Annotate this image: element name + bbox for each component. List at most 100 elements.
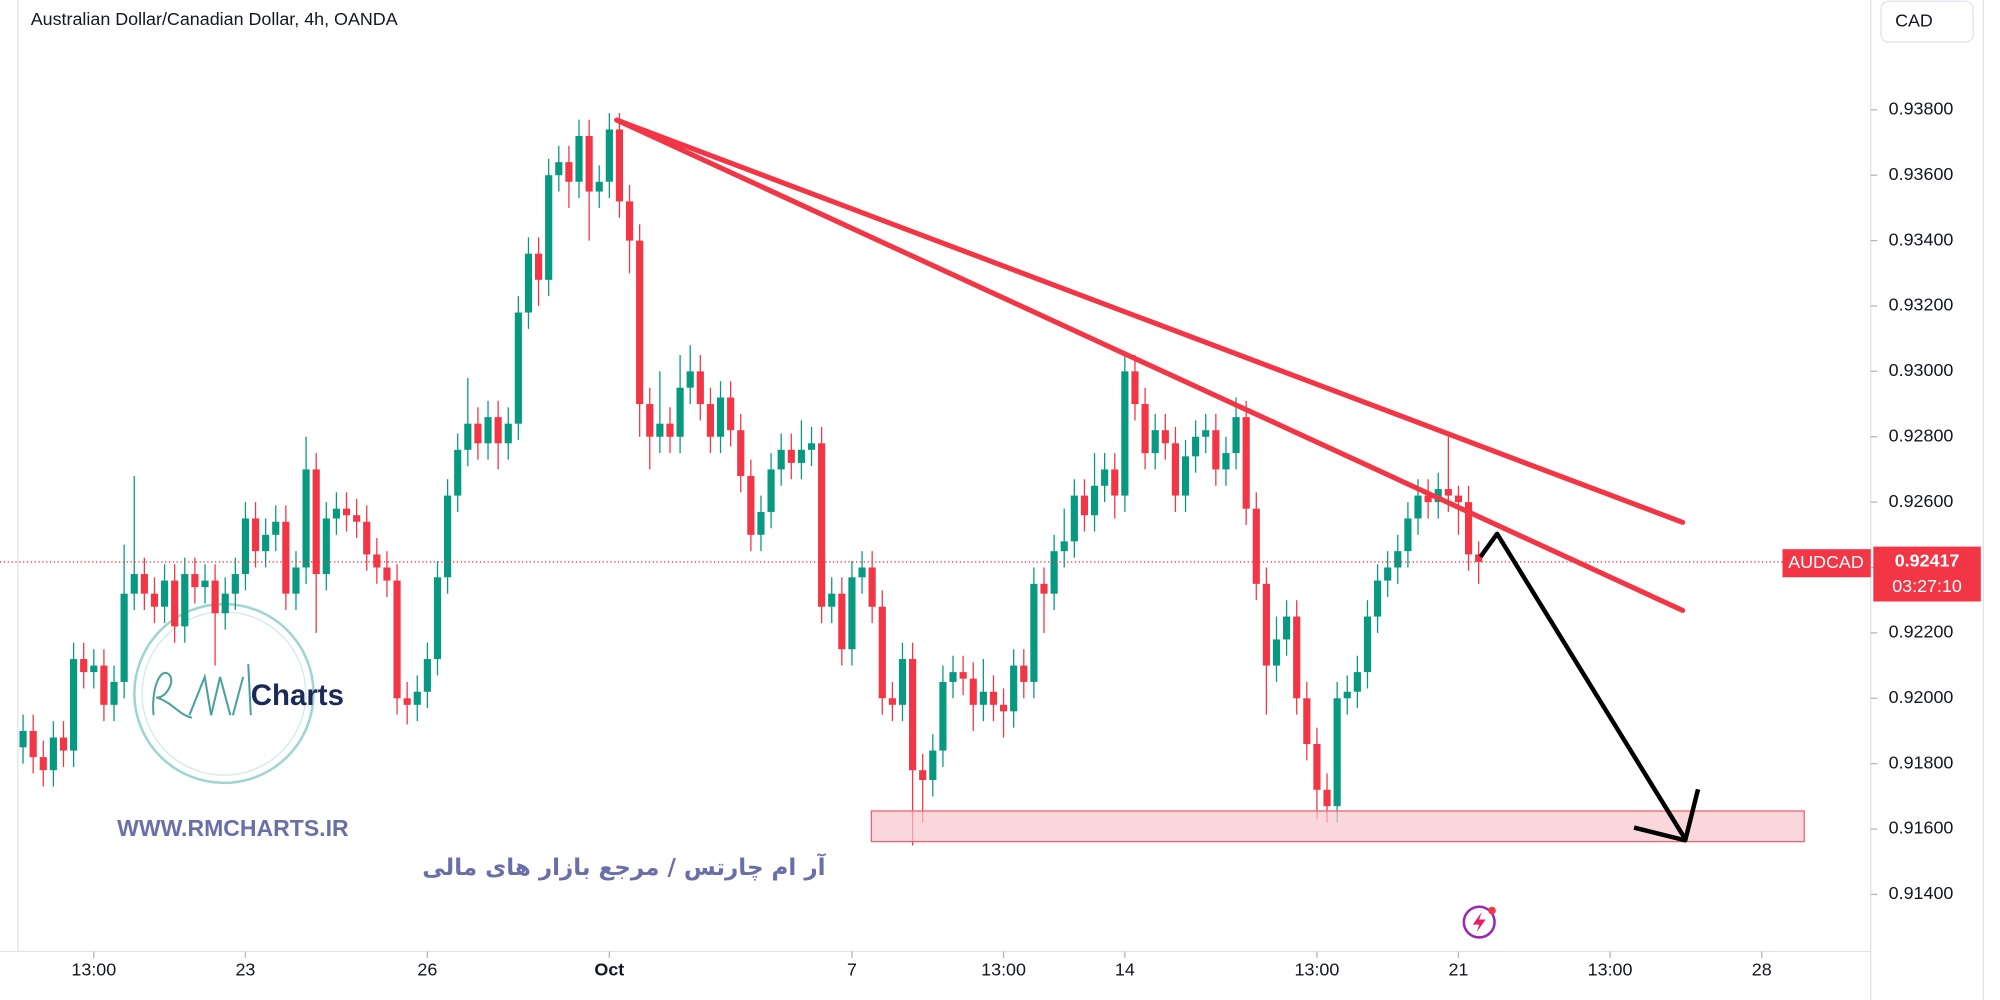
candle-body (262, 534, 270, 552)
candle-body (1151, 430, 1159, 454)
candle-body (1090, 485, 1099, 516)
candle-body (737, 430, 745, 476)
candle-body (716, 397, 725, 437)
candle-body (1373, 580, 1382, 617)
logo-script (152, 664, 252, 719)
candle-body (595, 181, 603, 192)
candle-body (120, 593, 128, 682)
candle-body (231, 574, 239, 594)
candle-body (636, 240, 644, 405)
candle-body (1444, 489, 1452, 496)
logo-text: Charts (251, 679, 344, 712)
candle-body (565, 162, 573, 182)
candle-body (1293, 616, 1301, 699)
candle-body (767, 469, 775, 512)
candle-body (251, 518, 260, 552)
x-tick-label: 13:00 (1588, 959, 1633, 979)
candle-body (413, 691, 421, 705)
candle-body (1333, 698, 1341, 807)
candle-body (373, 554, 381, 568)
candle-body (504, 423, 512, 444)
candle-body (615, 129, 624, 202)
candle-body (534, 253, 543, 280)
candle-body (1060, 541, 1068, 552)
currency-button[interactable] (1880, 0, 1974, 43)
candle-body (999, 704, 1008, 712)
trend-line (614, 117, 1686, 614)
candle-body (666, 423, 674, 437)
candle-body (29, 730, 37, 758)
candle-body (211, 580, 219, 614)
candle-body (90, 665, 98, 673)
candle-body (1242, 417, 1250, 509)
candle-body (363, 521, 371, 555)
candle-body (524, 253, 533, 313)
last-price: 0.92417 (1895, 551, 1960, 571)
currency-label[interactable]: CAD (1895, 10, 1933, 30)
candle-body (1202, 430, 1210, 437)
candle-body (575, 135, 583, 182)
y-tick-label: 0.93200 (1889, 295, 1954, 315)
candle-body (1384, 567, 1392, 581)
forecast-arrow (1478, 531, 1688, 841)
candle-body (777, 449, 785, 470)
candle-body (1404, 518, 1412, 552)
x-tick-label: 26 (417, 959, 437, 979)
watermark-tagline: آر ام چارتس / مرجع بازار های مالی (422, 852, 826, 881)
candle-body (272, 521, 280, 535)
candle-body (1121, 371, 1129, 496)
candle-body (1222, 453, 1230, 470)
candle-body (1232, 417, 1240, 454)
x-tick-label: 7 (847, 959, 857, 979)
candle-body (858, 567, 866, 578)
candle-body (353, 515, 361, 522)
candle-body (433, 577, 442, 660)
y-tick-label: 0.93800 (1889, 99, 1954, 119)
candle-body (1192, 436, 1200, 457)
candle-body (221, 593, 229, 614)
candle-body (383, 567, 391, 581)
candle-body (1010, 665, 1018, 712)
x-tick-label: 13:00 (1295, 959, 1340, 979)
candle-body (545, 175, 553, 280)
candle-body (1353, 672, 1361, 692)
candle-body (555, 162, 563, 176)
candle-body (171, 580, 179, 627)
candle-body (797, 449, 805, 463)
y-tick-label: 0.92200 (1889, 622, 1954, 642)
candle-body (403, 698, 411, 705)
alert-dot (1488, 906, 1496, 915)
candle-body (140, 574, 148, 594)
candle-body (898, 659, 907, 705)
candle-body (444, 495, 452, 578)
candle-body (1161, 430, 1169, 444)
candle-body (514, 312, 522, 424)
candle-body (1181, 456, 1190, 496)
candle-body (1272, 639, 1281, 666)
candle-body (494, 417, 502, 444)
candle-body (80, 659, 88, 673)
candle-body (605, 129, 613, 182)
candle-body (727, 397, 735, 431)
candle-body (1040, 583, 1048, 594)
candle-body (989, 691, 998, 705)
candle-body (949, 672, 957, 682)
candle-body (49, 737, 57, 771)
candle-body (1212, 430, 1220, 470)
candle-body (979, 691, 987, 705)
candle-body (181, 574, 189, 627)
y-tick-label: 0.91800 (1889, 752, 1954, 772)
y-tick-label: 0.92600 (1889, 491, 1954, 511)
candle-body (100, 665, 108, 705)
countdown: 03:27:10 (1892, 576, 1962, 596)
candle-body (686, 371, 694, 388)
x-tick-label: 13:00 (981, 959, 1026, 979)
candle-body (929, 750, 937, 780)
candle-body (1475, 554, 1483, 562)
candle-body (838, 593, 846, 650)
candle-body (747, 475, 755, 535)
support-zone (870, 810, 1805, 843)
